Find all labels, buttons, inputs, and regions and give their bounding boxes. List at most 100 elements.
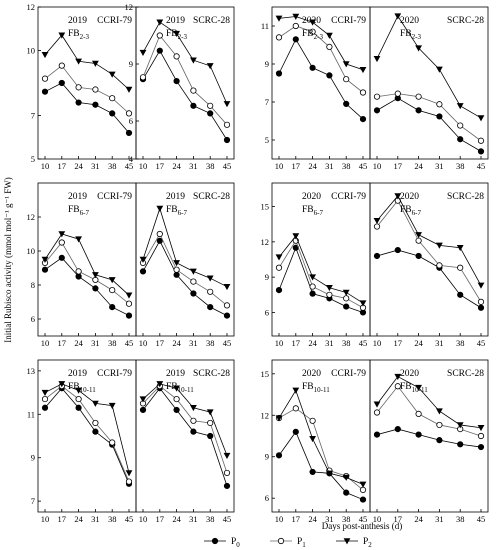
point-p0 bbox=[41, 404, 49, 411]
x-tick-label: 17 bbox=[58, 514, 67, 524]
y-tick-label: 9 bbox=[129, 59, 133, 69]
point-p1 bbox=[223, 469, 231, 477]
point-p2 bbox=[190, 405, 197, 412]
point-p0 bbox=[394, 246, 401, 254]
point-p1 bbox=[207, 102, 214, 109]
point-p1 bbox=[190, 87, 197, 94]
panel-year: 2019 bbox=[166, 369, 185, 379]
point-p0 bbox=[477, 443, 485, 451]
x-tick-label: 17 bbox=[156, 161, 165, 171]
panel-2019-scrc-28-fb6-7: 10 17 24 31 38 45 2019 SCRC-28 FB6-7 bbox=[135, 182, 235, 348]
point-p2 bbox=[477, 115, 485, 122]
point-p2 bbox=[156, 205, 164, 212]
point-p1 bbox=[373, 223, 381, 230]
panel-year: 2019 bbox=[68, 369, 87, 379]
x-tick-label: 31 bbox=[435, 338, 444, 348]
point-p0 bbox=[457, 441, 464, 448]
point-p0 bbox=[309, 468, 316, 476]
point-p1 bbox=[156, 32, 163, 39]
point-p1 bbox=[343, 76, 350, 83]
point-p1 bbox=[457, 122, 464, 129]
point-p1 bbox=[58, 62, 65, 69]
point-p2 bbox=[275, 254, 283, 261]
y-tick-label: 10 bbox=[27, 246, 36, 256]
y-tick-label: 4 bbox=[129, 154, 134, 164]
x-tick-label: 38 bbox=[456, 338, 465, 348]
point-p2 bbox=[92, 272, 99, 279]
series-line-p0 bbox=[142, 387, 228, 487]
point-p1 bbox=[394, 90, 401, 97]
point-p0 bbox=[309, 290, 316, 297]
series-line-p1 bbox=[278, 25, 364, 93]
point-p0 bbox=[58, 79, 65, 87]
point-p0 bbox=[92, 428, 99, 435]
series-line-p1 bbox=[278, 407, 364, 491]
point-p0 bbox=[292, 428, 299, 435]
point-p2 bbox=[92, 400, 99, 407]
point-p0 bbox=[415, 252, 422, 260]
point-p2 bbox=[58, 32, 66, 39]
x-tick-label: 10 bbox=[275, 338, 284, 348]
panel-2020-scrc-28-fb10-11: 10 17 24 31 38 45 2020 SCRC-28 FB10-11 bbox=[369, 359, 489, 524]
point-p2 bbox=[41, 256, 49, 263]
point-p0 bbox=[92, 101, 99, 108]
point-p2 bbox=[173, 260, 180, 267]
panel-cultivar: CCRI-79 bbox=[97, 16, 132, 26]
point-p2 bbox=[139, 49, 147, 56]
point-p2 bbox=[41, 389, 49, 396]
panel-cultivar: SCRC-28 bbox=[447, 16, 484, 26]
x-tick-label: 45 bbox=[223, 514, 232, 524]
x-tick-label: 31 bbox=[325, 514, 334, 524]
panel-frame bbox=[37, 359, 137, 513]
point-p1 bbox=[223, 121, 231, 128]
point-p0 bbox=[92, 285, 99, 292]
panel-cultivar: CCRI-79 bbox=[331, 16, 366, 26]
panel-year: 2020 bbox=[400, 192, 419, 202]
point-p1 bbox=[92, 86, 99, 93]
panel-cultivar: CCRI-79 bbox=[331, 192, 366, 202]
point-p0 bbox=[190, 102, 197, 109]
panel-position: FB10-11 bbox=[68, 382, 96, 394]
x-tick-label: 10 bbox=[139, 514, 148, 524]
point-p0 bbox=[207, 432, 214, 440]
point-p0 bbox=[359, 116, 367, 123]
point-p0 bbox=[109, 303, 116, 311]
series-line-p1 bbox=[376, 199, 482, 303]
x-tick-label: 45 bbox=[359, 161, 368, 171]
panel-position: FB2-3 bbox=[166, 29, 187, 41]
panel-position: FB6-7 bbox=[400, 205, 421, 217]
point-p1 bbox=[125, 300, 133, 307]
point-p0 bbox=[457, 291, 464, 298]
series-line-p1 bbox=[376, 93, 482, 142]
point-p1 bbox=[292, 405, 299, 412]
point-p0 bbox=[75, 404, 82, 411]
panel-year: 2020 bbox=[400, 16, 419, 26]
panel-frame bbox=[369, 359, 489, 513]
series-line-p2 bbox=[278, 235, 364, 304]
point-p1 bbox=[436, 262, 443, 269]
legend: P0 P1 P2 bbox=[204, 537, 372, 549]
x-tick-label: 45 bbox=[477, 514, 486, 524]
point-p0 bbox=[109, 110, 116, 117]
y-tick-label: 9 bbox=[265, 272, 269, 282]
x-tick-label: 38 bbox=[342, 514, 351, 524]
point-p0 bbox=[457, 136, 464, 143]
point-p2 bbox=[156, 19, 164, 26]
point-p2 bbox=[359, 66, 367, 74]
point-p0 bbox=[343, 100, 350, 108]
point-p0 bbox=[207, 303, 214, 311]
point-p1 bbox=[75, 84, 82, 91]
x-tick-label: 38 bbox=[206, 514, 215, 524]
point-p0 bbox=[58, 254, 65, 261]
point-p1 bbox=[190, 278, 197, 285]
x-tick-label: 38 bbox=[342, 161, 351, 171]
point-p1 bbox=[125, 110, 133, 117]
point-p2 bbox=[206, 409, 214, 416]
x-tick-label: 45 bbox=[125, 161, 134, 171]
point-p2 bbox=[190, 57, 197, 64]
series-line-p0 bbox=[44, 387, 130, 484]
x-tick-label: 31 bbox=[325, 338, 334, 348]
x-tick-label: 31 bbox=[325, 161, 334, 171]
